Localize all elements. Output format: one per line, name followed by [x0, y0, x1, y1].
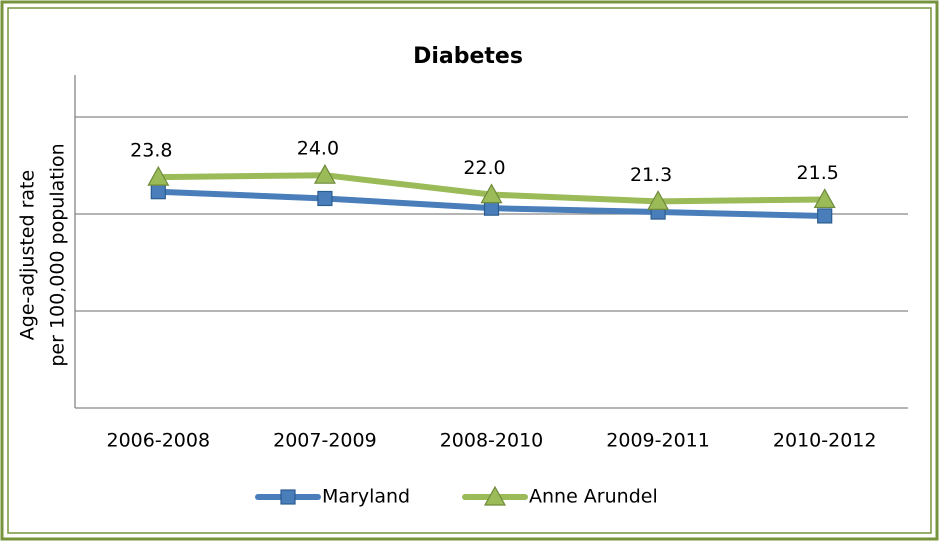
- legend-label: Anne Arundel: [529, 486, 658, 508]
- data-label: 21.3: [630, 164, 672, 186]
- data-label: 21.5: [797, 162, 839, 184]
- data-label: 24.0: [297, 138, 339, 160]
- legend-marker: [483, 485, 507, 506]
- data-point: [147, 165, 170, 186]
- y-axis-label: Age-adjusted rate per 100,000 population: [17, 143, 69, 366]
- data-label: 22.0: [463, 157, 505, 179]
- data-point: [313, 163, 336, 184]
- data-point: [483, 200, 500, 216]
- chart-title: Diabetes: [413, 44, 523, 69]
- data-point: [647, 190, 670, 210]
- inner-frame: [7, 7, 932, 534]
- y-label-line: per 100,000 population: [47, 143, 69, 366]
- data-label: 23.8: [130, 140, 172, 162]
- y-label-line: Age-adjusted rate: [17, 170, 39, 340]
- data-point: [480, 183, 503, 204]
- x-tick-label: 2006-2008: [107, 430, 211, 452]
- x-tick-label: 2010-2012: [773, 430, 877, 452]
- data-point: [317, 190, 333, 207]
- x-tick-label: 2007-2009: [273, 430, 377, 452]
- legend-label: Maryland: [322, 486, 410, 508]
- data-point: [150, 184, 166, 200]
- data-point: [813, 188, 836, 209]
- legend-marker: [280, 489, 296, 505]
- x-tick-label: 2008-2010: [440, 430, 544, 452]
- data-point: [817, 208, 833, 224]
- x-tick-label: 2009-2011: [606, 430, 710, 452]
